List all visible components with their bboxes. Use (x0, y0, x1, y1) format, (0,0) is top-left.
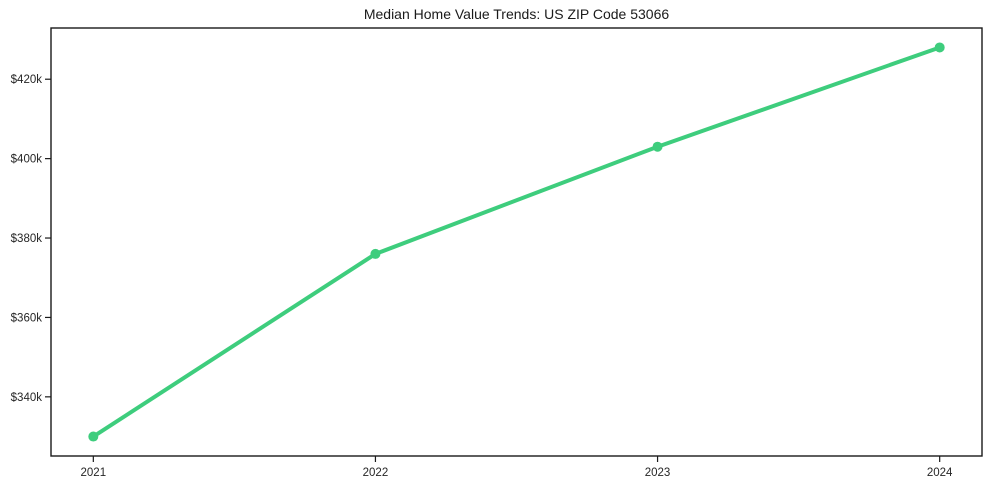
y-tick-label: $340k (11, 392, 43, 404)
chart-title: Median Home Value Trends: US ZIP Code 53… (363, 6, 670, 22)
x-tick-label: 2021 (81, 467, 107, 479)
data-point-marker (88, 431, 99, 442)
plot-border (50, 27, 983, 457)
y-tick-label: $380k (11, 233, 43, 245)
x-tick-label: 2024 (927, 467, 953, 479)
x-tick-label: 2022 (363, 467, 389, 479)
y-tick-label: $420k (11, 74, 43, 86)
y-tick-label: $400k (11, 154, 43, 166)
trend-line (91, 45, 942, 439)
y-tick-label: $360k (11, 312, 43, 324)
data-point-marker (370, 248, 381, 259)
data-point-marker (934, 42, 945, 53)
data-point-marker (652, 141, 663, 152)
x-tick-label: 2023 (645, 467, 671, 479)
